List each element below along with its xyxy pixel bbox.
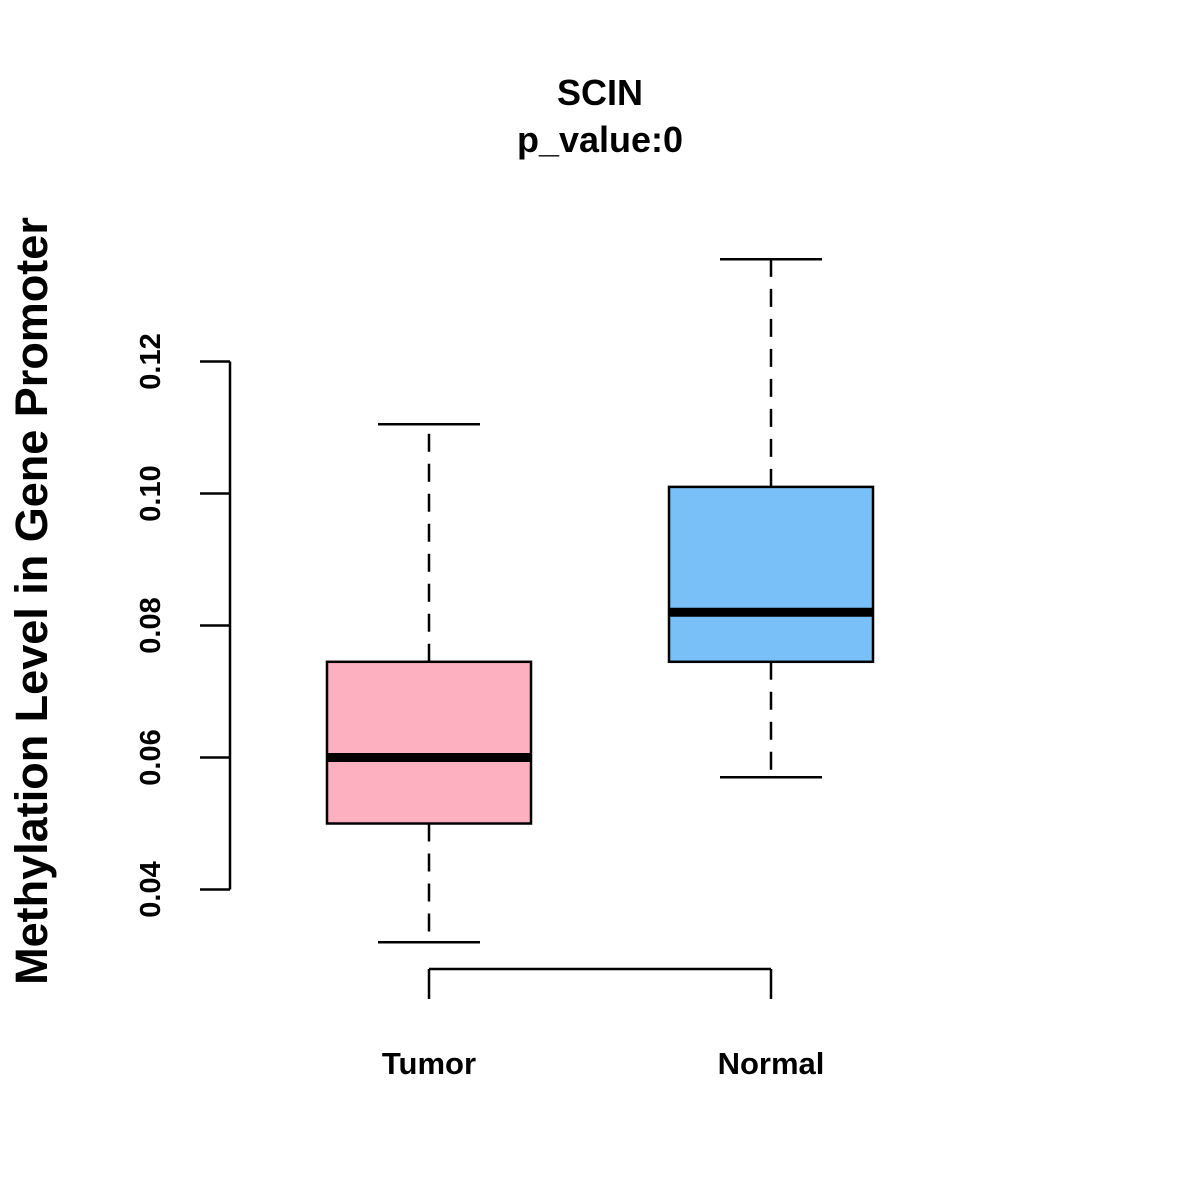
chart-title: SCIN — [557, 72, 643, 113]
iqr-box — [667, 485, 875, 664]
y-tick-label: 0.08 — [135, 597, 167, 653]
x-tick-label: Normal — [718, 1046, 825, 1081]
iqr-box — [325, 660, 533, 825]
y-tick-label: 0.12 — [135, 333, 167, 389]
x-tick-label: Tumor — [382, 1046, 476, 1081]
box-normal — [667, 257, 875, 779]
y-tick-label: 0.10 — [135, 465, 167, 521]
chart-subtitle: p_value:0 — [517, 119, 683, 160]
y-axis-label: Methylation Level in Gene Promoter — [6, 217, 57, 985]
boxes-group — [325, 257, 875, 944]
box-tumor — [325, 422, 533, 944]
x-axis: Tumor Normal — [382, 967, 825, 1081]
y-tick-label: 0.06 — [135, 729, 167, 785]
y-tick-label: 0.04 — [135, 861, 167, 917]
y-axis: 0.04 0.06 0.08 0.10 0.12 — [135, 333, 232, 918]
